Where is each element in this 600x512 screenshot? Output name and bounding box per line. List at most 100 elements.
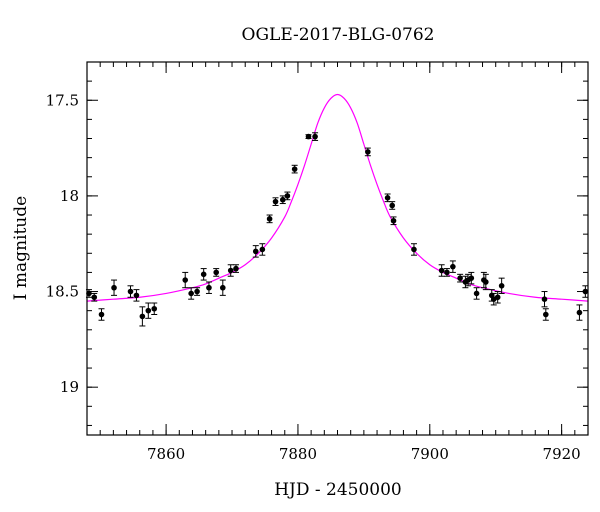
data-point-marker xyxy=(438,267,445,274)
data-point xyxy=(291,164,298,174)
data-point-marker xyxy=(233,265,239,272)
data-point-marker xyxy=(139,313,146,320)
chart-title: OGLE-2017-BLG-0762 xyxy=(242,25,435,45)
data-point-marker xyxy=(389,202,396,209)
data-point-marker xyxy=(483,279,489,285)
data-point xyxy=(438,264,445,277)
data-point-marker xyxy=(279,196,286,203)
data-point xyxy=(98,308,105,321)
data-point xyxy=(227,264,234,277)
data-point-marker xyxy=(582,288,589,295)
data-point-marker xyxy=(541,296,548,302)
model-curve xyxy=(86,93,589,302)
data-point xyxy=(541,291,548,308)
data-point-marker xyxy=(384,195,391,201)
data-point xyxy=(219,279,226,296)
tick-marks xyxy=(86,61,589,435)
data-point-marker xyxy=(450,263,456,270)
data-point xyxy=(259,243,266,256)
y-tick-label: 19 xyxy=(60,378,79,396)
data-point-marker xyxy=(259,246,266,253)
data-point xyxy=(312,132,319,141)
tick-labels: 7860 7880 7900 7920 17.5 18 18.5 19 xyxy=(46,91,581,463)
x-tick-label: 7900 xyxy=(411,445,449,463)
data-points-layer xyxy=(85,132,589,327)
data-point-marker xyxy=(444,269,450,276)
y-tick-label: 17.5 xyxy=(46,91,79,109)
data-point-marker xyxy=(252,248,259,255)
data-point-marker xyxy=(272,198,279,205)
data-point-marker xyxy=(188,290,194,297)
data-point xyxy=(127,285,134,298)
data-point xyxy=(266,214,273,224)
data-point-marker xyxy=(390,217,397,224)
data-point xyxy=(133,289,140,302)
data-point-marker xyxy=(91,294,98,301)
data-point xyxy=(151,302,158,315)
data-point xyxy=(279,195,286,205)
data-point-marker xyxy=(494,294,501,301)
data-point-marker xyxy=(206,284,212,291)
data-point xyxy=(384,193,391,203)
x-tick-label: 7920 xyxy=(543,445,581,463)
data-point xyxy=(389,201,396,210)
data-point xyxy=(213,268,220,277)
data-point-marker xyxy=(284,193,291,199)
x-axis-label: HJD - 2450000 xyxy=(274,480,402,500)
data-point xyxy=(473,287,480,300)
data-point-marker xyxy=(473,290,480,297)
data-point xyxy=(582,285,589,298)
data-point xyxy=(145,302,152,319)
data-point-marker xyxy=(219,284,226,291)
model-curve-layer xyxy=(86,93,589,302)
data-point xyxy=(482,273,489,291)
data-point xyxy=(252,245,259,258)
data-point-marker xyxy=(111,284,117,291)
data-point xyxy=(200,268,207,281)
data-point-marker xyxy=(266,216,273,222)
data-point xyxy=(111,279,118,296)
data-point-marker xyxy=(543,311,549,318)
data-point xyxy=(182,271,189,289)
data-point xyxy=(305,133,312,140)
data-point xyxy=(91,292,98,302)
y-tick-label: 18.5 xyxy=(46,283,79,301)
data-point xyxy=(576,304,583,321)
data-point xyxy=(494,291,501,304)
y-axis-label: I magnitude xyxy=(11,196,31,300)
data-point-marker xyxy=(227,267,234,274)
data-point xyxy=(284,191,291,201)
data-point-marker xyxy=(213,269,220,276)
data-point-marker xyxy=(457,275,463,281)
data-point-marker xyxy=(411,246,417,253)
data-point-marker xyxy=(98,311,105,318)
data-point xyxy=(194,287,201,296)
data-point-marker xyxy=(291,166,298,172)
data-point xyxy=(205,281,212,294)
data-point xyxy=(498,277,505,294)
data-point xyxy=(232,264,239,273)
data-point-marker xyxy=(365,149,371,155)
data-point-marker xyxy=(194,288,200,295)
data-point xyxy=(364,147,371,157)
data-point-marker xyxy=(151,305,158,312)
data-point-marker xyxy=(200,271,207,278)
data-point-marker xyxy=(576,309,583,316)
data-point-marker xyxy=(145,307,152,314)
data-point-marker xyxy=(305,133,312,140)
data-point xyxy=(272,197,279,206)
data-point xyxy=(449,260,456,273)
data-point xyxy=(457,273,464,283)
data-point xyxy=(468,271,475,285)
data-point-marker xyxy=(498,283,505,289)
data-point xyxy=(188,287,195,300)
data-point-marker xyxy=(312,133,318,140)
x-tick-label: 7860 xyxy=(147,445,185,463)
data-point xyxy=(139,306,146,327)
x-tick-label: 7880 xyxy=(279,445,317,463)
y-tick-label: 18 xyxy=(60,187,79,205)
plot-frame xyxy=(86,61,589,436)
data-point-marker xyxy=(468,275,475,281)
data-point xyxy=(410,243,417,256)
